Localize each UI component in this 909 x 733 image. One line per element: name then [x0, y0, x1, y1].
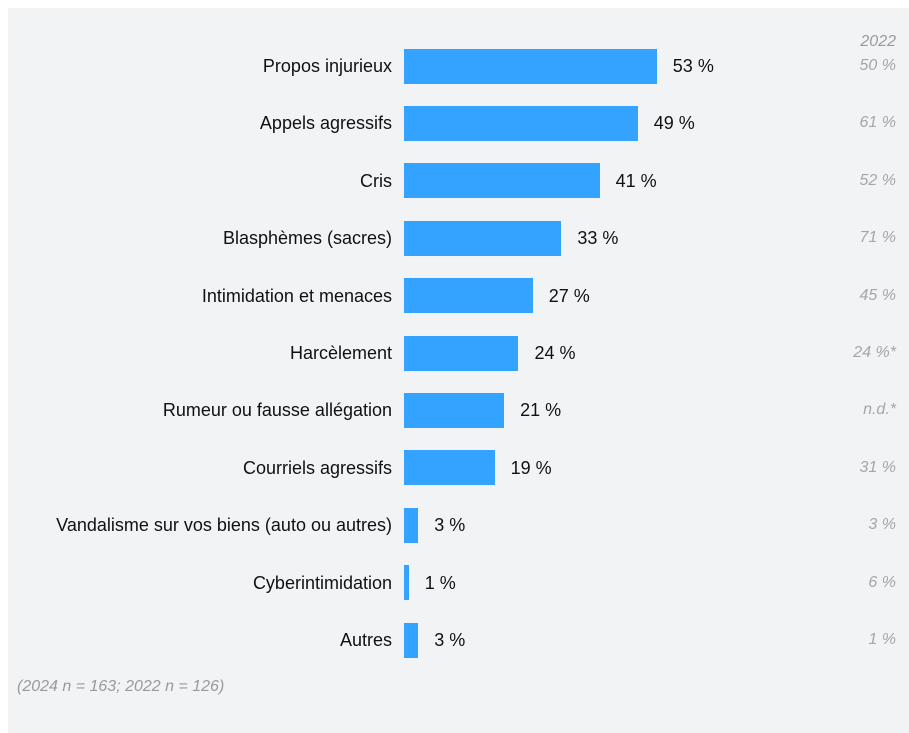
category-label: Courriels agressifs [16, 444, 392, 492]
category-text: Blasphèmes (sacres) [222, 228, 392, 249]
comparison-label: 24 %* [853, 344, 896, 361]
value-label: 3 % [434, 630, 466, 650]
comparison-label: 71 % [859, 229, 896, 247]
bar [404, 278, 533, 314]
category-text: Vandalisme sur vos biens (auto ou autres… [56, 515, 392, 536]
value-label: 27 % [548, 285, 590, 306]
comparison-label: 6 % [868, 573, 896, 591]
category-label: Propos injurieux [16, 42, 392, 90]
value-label: 21 % [520, 400, 562, 421]
value-label: 1 % [424, 572, 456, 593]
comparison-header: 2022 [860, 33, 896, 50]
category-text: Intimidation et menaces [201, 285, 392, 306]
comparison-label: 3 % [868, 516, 896, 534]
comparison-label: 31 % [859, 458, 896, 476]
category-label: Autres [16, 616, 392, 664]
chart: (2024 n = 163; 2022 n = 126) 2022 Propos … [8, 8, 909, 733]
category-text: Cris [360, 170, 392, 191]
category-text: Autres [339, 630, 392, 650]
comparison-label: 61 % [859, 114, 896, 132]
comparison-label: 52 % [859, 171, 896, 189]
category-text: Courriels agressifs [242, 457, 392, 478]
bar [404, 163, 600, 199]
category-label: Cris [16, 157, 392, 205]
category-text: Propos injurieux [262, 56, 392, 76]
category-label: Blasphèmes (sacres) [16, 214, 392, 262]
bar [404, 392, 505, 428]
bar [404, 507, 419, 543]
category-text: Cyberintimidation [252, 572, 392, 593]
category-label: Cyberintimidation [16, 559, 392, 607]
category-text: Appels agressifs [259, 113, 392, 134]
category-label: Vandalisme sur vos biens (auto ou autres… [16, 501, 392, 549]
category-text: Harcèlement [289, 343, 392, 363]
category-label: Rumeur ou fausse allégation [16, 386, 392, 434]
value-label: 24 % [534, 343, 576, 363]
value-label: 33 % [577, 228, 619, 249]
bar [404, 565, 409, 601]
value-label: 53 % [672, 56, 714, 76]
category-label: Intimidation et menaces [16, 272, 392, 320]
bar [404, 105, 638, 141]
bar [404, 48, 657, 84]
footnote: (2024 n = 163; 2022 n = 126) [17, 678, 225, 695]
value-label: 3 % [434, 515, 466, 536]
category-text: Rumeur ou fausse allégation [162, 400, 392, 421]
bar [404, 450, 495, 486]
bar [404, 335, 519, 371]
comparison-label: 1 % [868, 631, 896, 648]
bar [404, 622, 419, 658]
bar [404, 220, 562, 256]
category-label: Harcèlement [16, 329, 392, 377]
comparison-label: 50 % [859, 57, 896, 74]
category-label: Appels agressifs [16, 99, 392, 147]
value-label: 41 % [615, 170, 657, 191]
value-label: 49 % [653, 113, 695, 134]
comparison-label: 45 % [859, 286, 896, 304]
comparison-label: n.d.* [863, 401, 896, 419]
value-label: 19 % [510, 457, 552, 478]
